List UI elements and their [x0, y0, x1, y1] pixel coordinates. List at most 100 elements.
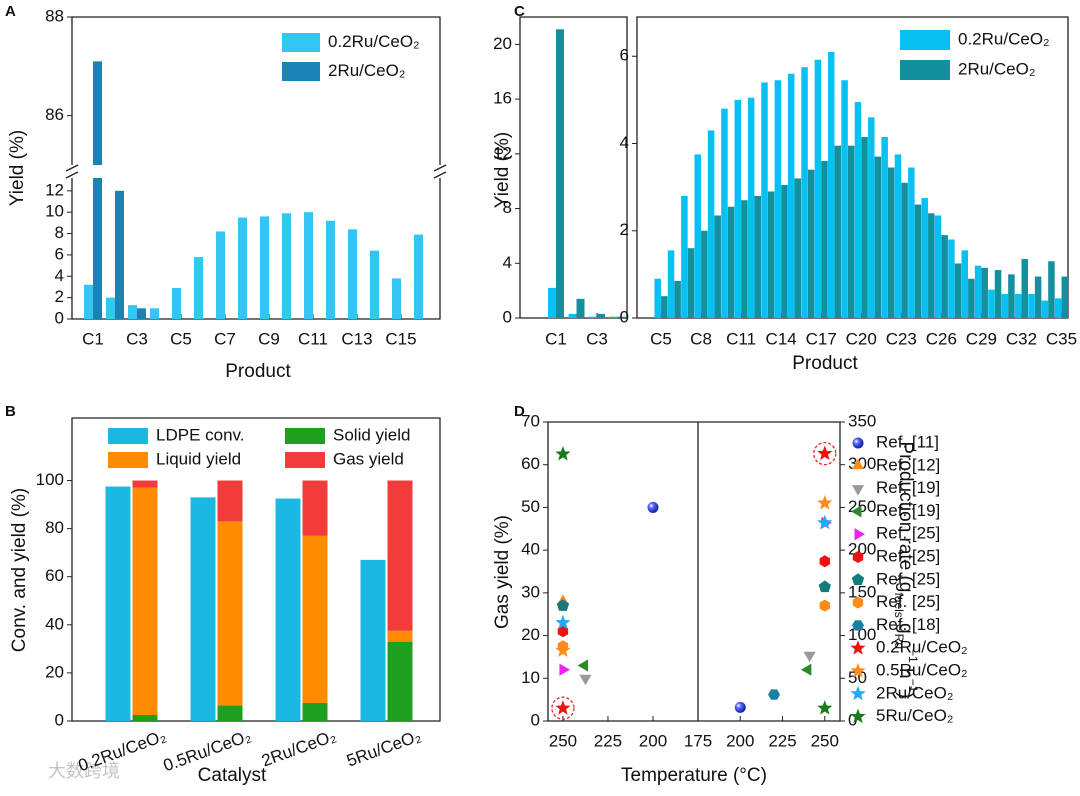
bar [734, 99, 742, 318]
bar [1034, 276, 1042, 318]
label-part: fuels [892, 592, 906, 617]
y-tick-label: 0 [531, 710, 540, 729]
marker [579, 674, 592, 686]
marker [850, 708, 866, 724]
legend-label: 2Ru/CeO₂ [958, 59, 1035, 78]
legend-label: LDPE conv. [156, 425, 245, 444]
bar-segment [217, 705, 243, 721]
bar [661, 296, 668, 318]
marker [851, 573, 865, 586]
bar [941, 235, 948, 318]
legend-swatch [282, 62, 320, 81]
bar [761, 82, 768, 318]
x-tick-label: C29 [966, 329, 997, 348]
axes-b [71, 417, 441, 722]
bar [861, 136, 868, 318]
marker [817, 495, 833, 510]
bar [150, 308, 159, 319]
marker [817, 445, 833, 461]
x-tick-label: 2Ru/CeO₂ [259, 726, 338, 770]
label-part: g [895, 618, 916, 634]
bar [928, 213, 935, 318]
legend-swatch [285, 452, 325, 468]
highlight-ring [551, 696, 575, 720]
x-tick-label: C1 [82, 329, 104, 348]
y-tick-label: 0 [503, 307, 512, 326]
marker [852, 551, 864, 563]
bar [694, 154, 701, 318]
label-part: −1 [906, 649, 920, 663]
x-tick-label: C7 [214, 329, 236, 348]
y-tick-label: 12 [493, 143, 512, 162]
panel-label: D [514, 403, 525, 420]
marker [851, 485, 865, 496]
marker [557, 625, 569, 638]
marker [647, 501, 659, 513]
marker [556, 599, 570, 611]
legend-label: Ref. [19] [876, 501, 940, 520]
bar [921, 198, 928, 318]
x-tick-label: 5Ru/CeO₂ [344, 726, 423, 770]
y-tick-label: 4 [503, 253, 512, 272]
x-tick-label: C3 [126, 329, 148, 348]
y-tick-label: 4 [620, 133, 629, 152]
y-tick-label: 88 [45, 6, 64, 25]
x-tick-label: C32 [1006, 329, 1037, 348]
marker [803, 651, 816, 663]
bar [172, 288, 181, 319]
bar [348, 229, 357, 319]
bar [727, 206, 735, 318]
bar [194, 257, 203, 319]
legend-label: 0.2Ru/CeO₂ [958, 29, 1050, 48]
bar [556, 29, 564, 319]
y-tick-label: 50 [521, 497, 540, 516]
legend-label: Ref. [12] [876, 455, 940, 474]
bar-segment [217, 521, 243, 706]
y-tick-label: 6 [620, 46, 629, 65]
bar [814, 59, 822, 318]
bar [874, 156, 882, 318]
bar [1048, 261, 1055, 318]
x-tick-label: 225 [594, 731, 622, 750]
bar [901, 182, 908, 318]
x-axis-label: Catalyst [198, 765, 267, 786]
bar [821, 160, 828, 318]
x-tick-label: 225 [768, 731, 796, 750]
bar-segment [190, 497, 216, 721]
x-tick-label: C1 [545, 329, 567, 348]
bar [908, 167, 915, 318]
bar [994, 270, 1002, 318]
bar-segment [302, 702, 328, 721]
bar [576, 298, 585, 318]
bar [687, 248, 695, 318]
bar [667, 250, 675, 318]
marker [819, 599, 830, 612]
bar [128, 305, 137, 319]
legend-label: Gas yield [333, 449, 404, 468]
bar-segment [217, 480, 243, 522]
marker [851, 505, 862, 518]
bar-segment [132, 487, 158, 715]
panel-label: B [5, 403, 16, 420]
legend-swatch [108, 428, 148, 444]
bar-segment [302, 535, 328, 703]
bar-upper [93, 61, 102, 165]
legend-label: Ref. [18] [876, 615, 940, 634]
x-tick-label: 200 [639, 731, 667, 750]
x-axis-label: Product [792, 353, 858, 374]
y-tick-label: 350 [848, 411, 876, 430]
bar [260, 216, 269, 319]
marker [555, 700, 571, 715]
bar-segment [132, 714, 158, 721]
bar [968, 278, 975, 318]
x-tick-label: C13 [341, 329, 372, 348]
marker [734, 701, 746, 713]
bar [767, 191, 775, 318]
bar [754, 195, 761, 318]
bar [741, 200, 748, 318]
marker [850, 663, 866, 678]
y2-axis-label: Production rate (gfuels gRu−1 h−1) [892, 441, 920, 698]
x-tick-label: 0.2Ru/CeO₂ [76, 726, 169, 775]
legend-label: 5Ru/CeO₂ [876, 706, 953, 725]
bar [115, 190, 124, 319]
